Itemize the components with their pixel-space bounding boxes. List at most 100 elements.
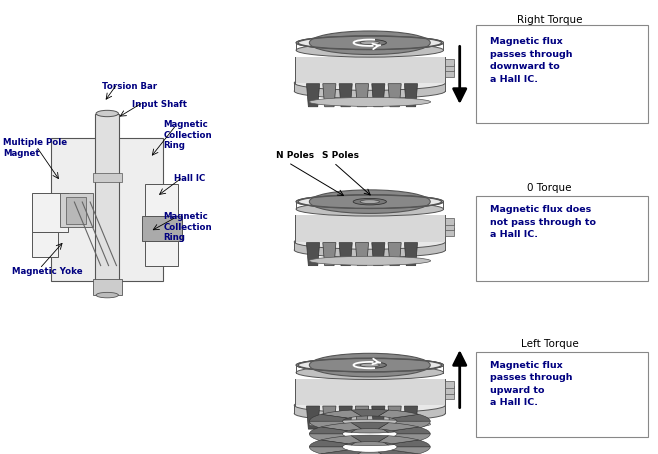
FancyBboxPatch shape [445,217,454,225]
FancyBboxPatch shape [445,392,454,399]
Ellipse shape [353,198,386,205]
Ellipse shape [309,256,430,265]
FancyBboxPatch shape [66,197,86,224]
FancyBboxPatch shape [60,193,93,227]
FancyBboxPatch shape [93,173,122,182]
Wedge shape [378,424,418,432]
Wedge shape [321,423,361,431]
Polygon shape [388,84,401,107]
Wedge shape [392,421,430,428]
Wedge shape [321,436,361,444]
Ellipse shape [294,235,445,249]
Polygon shape [294,83,445,91]
Polygon shape [372,84,385,107]
Text: Magnetic
Collection
Ring: Magnetic Collection Ring [163,120,212,150]
Wedge shape [392,427,430,434]
Ellipse shape [294,76,445,90]
FancyBboxPatch shape [445,59,454,66]
Text: Magnetic Yoke: Magnetic Yoke [12,267,82,276]
Polygon shape [355,242,368,266]
Polygon shape [307,406,320,429]
FancyBboxPatch shape [142,216,182,241]
Ellipse shape [96,110,118,117]
Wedge shape [309,421,348,428]
Wedge shape [321,410,361,418]
Text: Torsion Bar: Torsion Bar [102,82,157,91]
Wedge shape [321,437,361,445]
Ellipse shape [309,190,430,213]
Ellipse shape [296,365,443,380]
Text: Right Torque: Right Torque [517,15,582,25]
Polygon shape [307,242,320,266]
Wedge shape [351,426,388,433]
Wedge shape [309,447,348,454]
Polygon shape [339,242,352,266]
Ellipse shape [296,202,443,216]
Wedge shape [351,435,388,442]
Wedge shape [351,452,388,454]
Polygon shape [405,406,418,429]
Wedge shape [309,440,348,447]
Ellipse shape [296,43,443,57]
Text: Left Torque: Left Torque [520,339,578,349]
Polygon shape [295,56,445,83]
Polygon shape [405,84,418,107]
Wedge shape [392,440,430,447]
Text: Input Shaft: Input Shaft [132,100,187,109]
Polygon shape [339,406,352,429]
Text: 0 Torque: 0 Torque [527,183,572,193]
Ellipse shape [294,406,445,421]
Polygon shape [388,406,401,429]
Text: N Poles: N Poles [276,151,314,160]
Ellipse shape [294,398,445,413]
Polygon shape [388,242,401,266]
Wedge shape [351,422,388,429]
Ellipse shape [296,36,443,49]
Polygon shape [372,406,385,429]
Wedge shape [378,410,418,418]
Wedge shape [351,410,388,416]
Ellipse shape [353,39,386,46]
Ellipse shape [353,362,386,368]
Ellipse shape [294,84,445,99]
Polygon shape [323,84,336,107]
Ellipse shape [296,195,443,208]
FancyBboxPatch shape [445,223,454,230]
Polygon shape [405,242,418,266]
Text: Hall IC: Hall IC [174,174,205,183]
Polygon shape [323,406,336,429]
Polygon shape [295,379,445,405]
Wedge shape [392,447,430,454]
Wedge shape [309,427,348,434]
Ellipse shape [360,41,380,44]
Ellipse shape [309,419,430,429]
FancyBboxPatch shape [445,228,454,236]
Text: Magnetic
Collection
Ring: Magnetic Collection Ring [163,212,212,242]
FancyBboxPatch shape [95,114,119,286]
Polygon shape [295,215,445,242]
Ellipse shape [309,31,430,54]
FancyBboxPatch shape [445,69,454,77]
Polygon shape [294,242,445,250]
Text: Magnetic flux
passes through
upward to
a Hall IC.: Magnetic flux passes through upward to a… [490,361,572,407]
FancyBboxPatch shape [445,381,454,388]
FancyBboxPatch shape [476,196,648,281]
Ellipse shape [294,243,445,257]
Wedge shape [321,424,361,432]
FancyBboxPatch shape [476,25,648,123]
Polygon shape [307,84,320,107]
Wedge shape [378,437,418,445]
Polygon shape [323,242,336,266]
Ellipse shape [296,358,443,372]
Ellipse shape [309,98,430,106]
FancyBboxPatch shape [476,352,648,437]
FancyBboxPatch shape [145,241,178,266]
Ellipse shape [360,200,380,203]
Wedge shape [378,450,418,454]
FancyBboxPatch shape [445,386,454,394]
Wedge shape [309,434,348,441]
Polygon shape [372,242,385,266]
Polygon shape [355,406,368,429]
FancyBboxPatch shape [51,138,163,281]
Polygon shape [339,84,352,107]
